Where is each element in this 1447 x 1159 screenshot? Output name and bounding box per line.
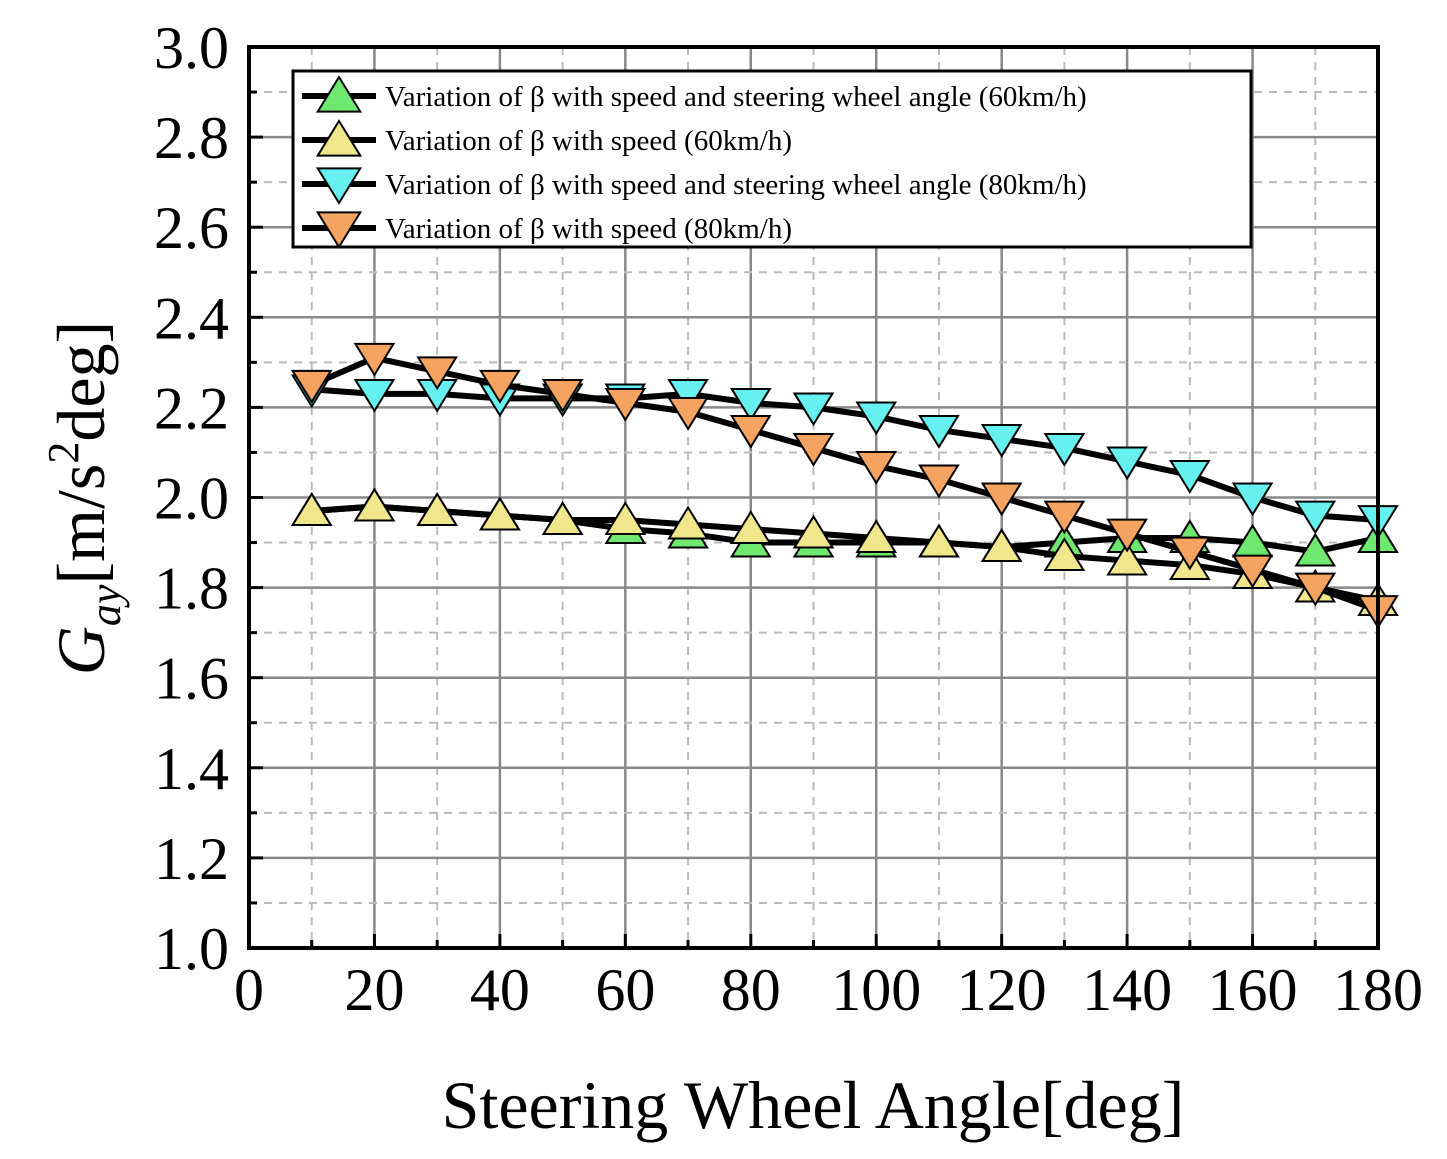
series-4-point [667, 396, 709, 431]
series-3-point [855, 401, 898, 436]
x-axis-title: Steering Wheel Angle[deg] [442, 1067, 1185, 1143]
series-4-point [980, 482, 1023, 517]
y-tick-label: 3.0 [154, 15, 229, 81]
y-tick-label: 2.4 [154, 285, 229, 351]
tick-labels: 0 20 40 60 80 100 120 140 160 180 1.0 1.2 1.4 1.6 1.8 2… [154, 15, 1423, 1023]
series-4-point [792, 433, 835, 467]
y-axis-title: Gay[m/s2deg] [39, 321, 130, 675]
series-3-point [353, 378, 396, 413]
legend-label: Variation of β with speed and steering w… [385, 81, 1087, 113]
x-tick-label: 140 [1082, 957, 1172, 1023]
series-3-point [1231, 482, 1274, 517]
legend-entry-2: Variation of β with speed (60km/h) [302, 119, 792, 157]
series-3-point [667, 378, 709, 413]
y-axis-subscript: ay [81, 584, 130, 626]
series-3-point [792, 392, 835, 427]
series-2-point [667, 505, 709, 540]
series-4-point [1043, 500, 1086, 535]
legend-label: Variation of β with speed (60km/h) [385, 125, 792, 157]
series-4-point [541, 378, 584, 413]
y-tick-label: 1.6 [154, 646, 229, 712]
x-tick-label: 40 [470, 957, 530, 1023]
y-axis-unit-start: [m/s [43, 464, 119, 585]
y-axis-symbol: G [43, 626, 119, 675]
ticks [247, 45, 1380, 950]
series-4-point [918, 464, 960, 499]
legend-marker [315, 75, 363, 113]
legend-marker [315, 211, 363, 249]
y-axis-superscript: 2 [39, 442, 88, 464]
series-3-point [918, 414, 960, 449]
x-tick-label: 180 [1333, 957, 1423, 1023]
series-2 [290, 487, 1399, 617]
series-4-point [855, 451, 898, 485]
series-3-point [1043, 433, 1086, 467]
x-tick-label: 80 [721, 957, 781, 1023]
x-tick-label: 60 [595, 957, 655, 1023]
legend-label: Variation of β with speed and steering w… [385, 169, 1087, 201]
series-3 [290, 374, 1399, 539]
y-tick-label: 2.6 [154, 195, 229, 261]
series-3-point [1106, 446, 1148, 481]
legend-label: Variation of β with speed (80km/h) [385, 213, 792, 245]
legend-box [291, 69, 1253, 249]
series-4-point [729, 414, 772, 449]
legend-entry-3: Variation of β with speed and steering w… [302, 167, 1087, 205]
x-tick-label: 120 [957, 957, 1047, 1023]
series-2-point [416, 492, 458, 526]
series-layer [290, 342, 1399, 630]
series-3-point [980, 423, 1023, 458]
series-4-point [479, 369, 521, 404]
x-tick-label: 0 [234, 957, 264, 1023]
y-tick-label: 1.2 [154, 826, 229, 892]
series-4-point [416, 356, 458, 391]
series-2-point [792, 514, 835, 549]
series-4-point [353, 342, 396, 377]
legend-entry-4: Variation of β with speed (80km/h) [302, 211, 792, 249]
series-2-point [479, 496, 521, 531]
legend-entry-1: Variation of β with speed and steering w… [302, 75, 1087, 113]
series-2-point [1106, 541, 1148, 576]
series-3-point [1169, 460, 1211, 494]
series-4-point [1169, 536, 1211, 571]
y-tick-label: 1.4 [154, 736, 229, 802]
x-tick-label: 20 [344, 957, 404, 1023]
series-2-point [290, 492, 333, 526]
legend-marker [315, 167, 363, 205]
legend: Variation of β with speed and steering w… [291, 69, 1253, 249]
legend-marker [315, 119, 363, 157]
y-tick-label: 2.0 [154, 466, 229, 532]
y-axis-unit-end: deg] [43, 321, 119, 442]
series-1-point [1294, 532, 1337, 567]
series-2-point [855, 519, 898, 553]
series-4-point [290, 369, 333, 404]
series-2-point [980, 528, 1023, 562]
series-3-point [1294, 500, 1337, 535]
series-2-point [1043, 537, 1086, 572]
y-tick-label: 1.0 [154, 916, 229, 982]
y-tick-label: 2.2 [154, 375, 229, 441]
series-2-point [604, 501, 647, 535]
x-tick-label: 100 [831, 957, 921, 1023]
series-2-point [729, 510, 772, 544]
series-4-point [1294, 572, 1337, 607]
series-2-point [541, 501, 584, 535]
y-tick-label: 2.8 [154, 105, 229, 171]
x-tick-label: 160 [1208, 957, 1298, 1023]
series-2-point [918, 523, 960, 558]
series-4 [290, 342, 1399, 630]
series-4-point [604, 387, 647, 422]
series-4-point [1231, 554, 1274, 589]
series-2-point [353, 487, 396, 522]
series-4-point [1106, 518, 1148, 553]
y-tick-label: 1.8 [154, 556, 229, 622]
series-3-point [729, 387, 772, 422]
